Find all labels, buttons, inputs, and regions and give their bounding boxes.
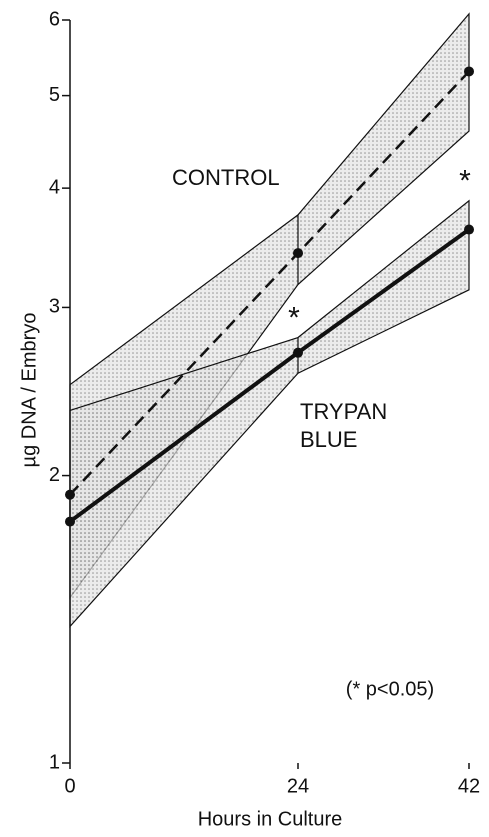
data-point bbox=[293, 347, 303, 358]
annotation: * bbox=[288, 301, 300, 334]
y-axis-label: µg DNA / Embryo bbox=[18, 313, 40, 468]
y-tick-label: 1 bbox=[49, 751, 60, 773]
annotation: * bbox=[459, 165, 471, 198]
y-tick-label: 3 bbox=[49, 296, 60, 318]
y-tick-label: 2 bbox=[49, 464, 60, 486]
y-tick-label: 5 bbox=[49, 84, 60, 106]
annotation: (* p<0.05) bbox=[346, 678, 434, 700]
data-point bbox=[293, 248, 303, 259]
y-tick-label: 4 bbox=[49, 176, 60, 198]
data-point bbox=[464, 66, 474, 77]
x-tick-label: 24 bbox=[287, 775, 309, 797]
data-point bbox=[65, 489, 75, 500]
x-tick-label: 0 bbox=[64, 775, 75, 797]
x-axis-label: Hours in Culture bbox=[198, 808, 343, 830]
series-label: TRYPAN BLUE bbox=[300, 399, 388, 452]
x-tick-label: 42 bbox=[458, 775, 480, 797]
series-label: CONTROL bbox=[172, 165, 280, 190]
data-point bbox=[65, 516, 75, 527]
y-tick-label: 6 bbox=[49, 8, 60, 30]
data-point bbox=[464, 224, 474, 235]
